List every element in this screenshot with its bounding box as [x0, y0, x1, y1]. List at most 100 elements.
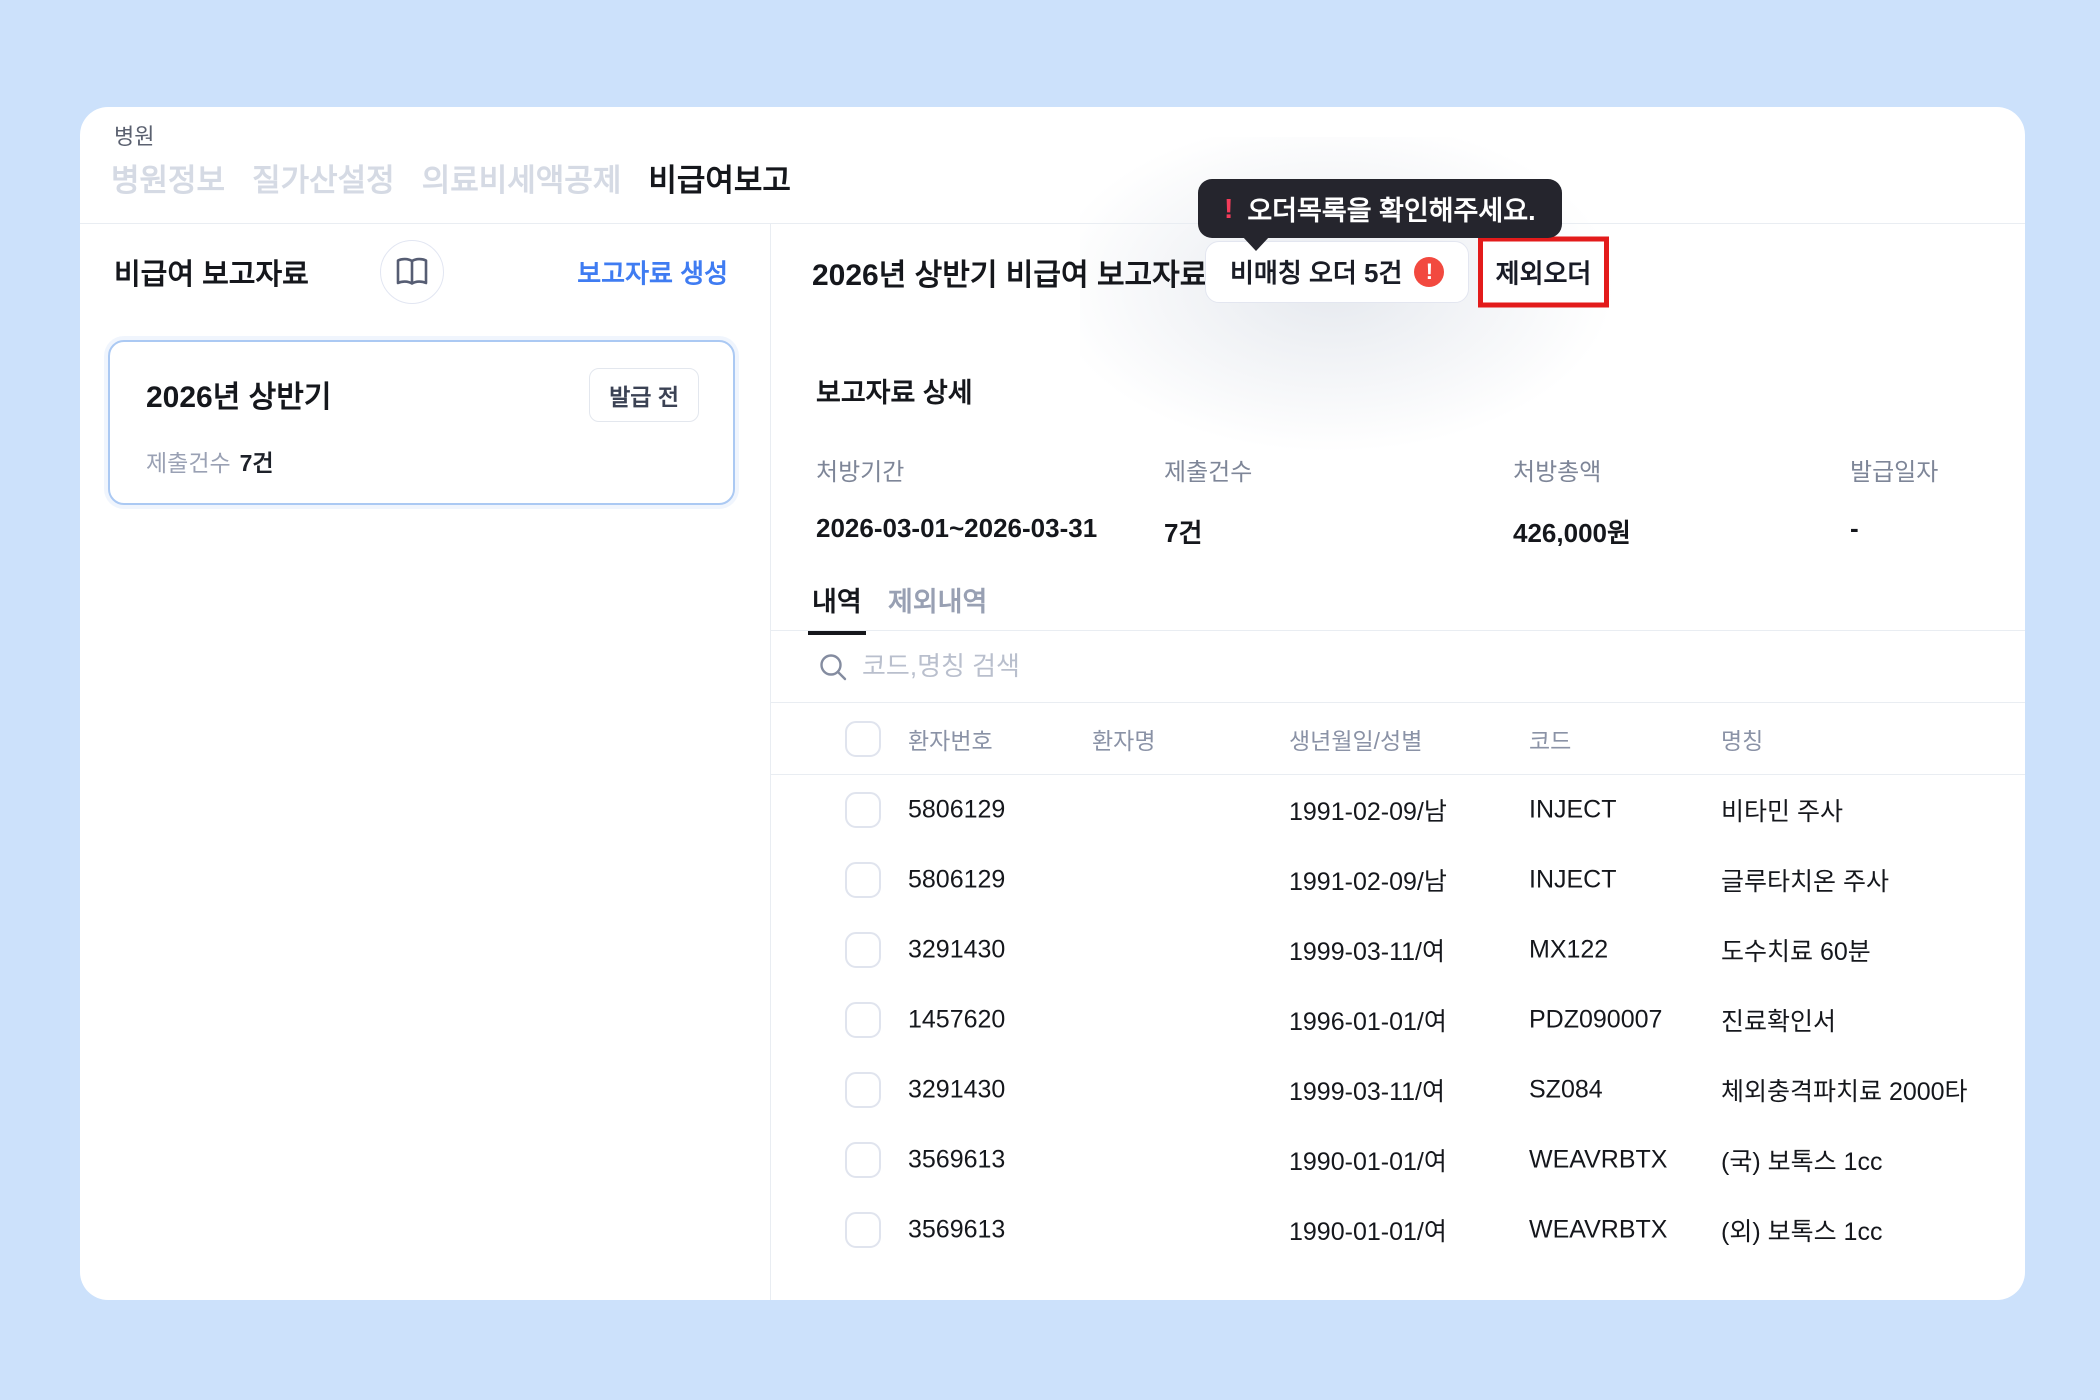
cell-code: MX122	[1529, 935, 1609, 964]
left-panel-title: 비급여 보고자료	[114, 258, 309, 291]
cell-patient-no: 3569613	[908, 1145, 1006, 1174]
unmatched-orders-button[interactable]: 비매칭 오더 5건 !	[1205, 240, 1470, 303]
report-period-title: 2026년 상반기	[146, 381, 332, 414]
detail-field: 처방기간 2026-03-01~2026-03-31	[816, 452, 1097, 544]
panel-divider	[770, 223, 771, 1300]
submit-count-value: 7건	[239, 450, 274, 476]
cell-item-name: 진료확인서	[1721, 1008, 1837, 1036]
column-header: 생년월일/성별	[1289, 727, 1423, 754]
alert-exclamation-icon: !	[1414, 256, 1445, 287]
select-all-checkbox[interactable]	[845, 720, 881, 757]
table-row: 3569613 1990-01-01/여 WEAVRBTX (외) 보톡스 1cc	[771, 1195, 2025, 1265]
row-checkbox[interactable]	[845, 1142, 881, 1178]
cell-birth-sex: 1991-02-09/남	[1289, 868, 1447, 896]
table-row: 3569613 1990-01-01/여 WEAVRBTX (국) 보톡스 1cc	[771, 1125, 2025, 1195]
report-detail-section: 보고자료 상세 처방기간 2026-03-01~2026-03-31 제출건수 7건 처…	[771, 320, 2025, 574]
table-row: 1457620 1996-01-01/여 PDZ090007 진료확인서	[771, 985, 2025, 1055]
nav-tab-uninsured-report[interactable]: 비급여보고	[648, 163, 791, 198]
cell-code: WEAVRBTX	[1529, 1145, 1668, 1174]
tooltip-text: 오더목록을 확인해주세요.	[1247, 196, 1536, 226]
cell-patient-no: 3291430	[908, 1075, 1006, 1104]
tab-excluded[interactable]: 제외내역	[888, 587, 988, 617]
nav-tab-quality-settings[interactable]: 질가산설정	[252, 163, 395, 198]
report-period-card[interactable]: 2026년 상반기 발급 전 제출건수 7건	[108, 340, 735, 505]
table-row: 5806129 1991-02-09/남 INJECT 비타민 주사	[771, 775, 2025, 845]
main-card: 병원 병원정보 질가산설정 의료비세액공제 비급여보고 비급여 보고자료 보고자료 생…	[80, 107, 2025, 1300]
detail-field-value: 2026-03-01~2026-03-31	[816, 513, 1098, 543]
row-checkbox[interactable]	[845, 792, 881, 828]
table-row: 5806129 1991-02-09/남 INJECT 글루타치온 주사	[771, 845, 2025, 915]
create-report-link[interactable]: 보고자료 생성	[577, 258, 728, 288]
row-checkbox[interactable]	[845, 1072, 881, 1108]
table-row: 3291430 1999-03-11/여 SZ084 체외충격파치료 2000타	[771, 1055, 2025, 1125]
nav-tab-hospital-info[interactable]: 병원정보	[111, 163, 226, 198]
search-icon	[820, 654, 847, 681]
cell-code: PDZ090007	[1529, 1005, 1663, 1034]
cell-birth-sex: 1996-01-01/여	[1289, 1008, 1447, 1036]
cell-item-name: (국) 보톡스 1cc	[1721, 1148, 1883, 1176]
detail-field: 발급일자 -	[1850, 452, 1938, 544]
cell-patient-no: 5806129	[908, 795, 1006, 824]
detail-field-value: 7건	[1164, 518, 1203, 548]
cell-code: INJECT	[1529, 865, 1617, 894]
cell-birth-sex: 1990-01-01/여	[1289, 1218, 1447, 1246]
table-body: 5806129 1991-02-09/남 INJECT 비타민 주사 5806129 19…	[771, 775, 2025, 1265]
submit-count: 제출건수 7건	[146, 444, 274, 478]
detail-field-label: 처방기간	[816, 459, 905, 486]
cell-birth-sex: 1999-03-11/여	[1289, 1078, 1445, 1106]
cell-patient-no: 1457620	[908, 1005, 1006, 1034]
row-checkbox[interactable]	[845, 862, 881, 898]
cell-code: WEAVRBTX	[1529, 1215, 1668, 1244]
detail-field-value: 426,000원	[1513, 518, 1631, 548]
right-panel-header: 2026년 상반기 비급여 보고자료 비매칭 오더 5건 ! 제외오더	[771, 223, 2025, 320]
search-row	[771, 631, 2025, 703]
column-header: 코드	[1529, 727, 1572, 754]
detail-field-value: -	[1850, 513, 1859, 543]
app-label: 병원	[114, 124, 155, 149]
detail-field-label: 처방총액	[1513, 459, 1602, 486]
detail-field: 제출건수 7건	[1164, 452, 1252, 550]
cell-item-name: (외) 보톡스 1cc	[1721, 1218, 1883, 1246]
cell-patient-no: 5806129	[908, 865, 1006, 894]
detail-field-label: 발급일자	[1850, 459, 1939, 486]
cell-patient-no: 3291430	[908, 935, 1006, 964]
column-header: 환자명	[1092, 727, 1156, 754]
status-badge: 발급 전	[589, 368, 699, 422]
header-divider	[80, 223, 2025, 224]
order-check-tooltip: ! 오더목록을 확인해주세요.	[1198, 179, 1562, 251]
detail-field: 처방총액 426,000원	[1513, 452, 1631, 550]
book-icon	[396, 257, 428, 285]
row-checkbox[interactable]	[845, 932, 881, 968]
guide-button[interactable]	[380, 239, 444, 304]
cell-code: INJECT	[1529, 795, 1617, 824]
detail-heading: 보고자료 상세	[816, 378, 973, 408]
column-header: 명칭	[1721, 727, 1764, 754]
cell-item-name: 도수치료 60분	[1721, 938, 1871, 966]
cell-patient-no: 3569613	[908, 1215, 1006, 1244]
cell-birth-sex: 1991-02-09/남	[1289, 798, 1447, 826]
cell-item-name: 체외충격파치료 2000타	[1721, 1078, 1968, 1106]
unmatched-orders-label: 비매칭 오더 5건	[1230, 258, 1403, 288]
inner-tabs: 내역 제외내역	[771, 574, 2025, 635]
cell-code: SZ084	[1529, 1075, 1603, 1104]
excluded-orders-button[interactable]: 제외오더	[1478, 236, 1609, 307]
tab-details[interactable]: 내역	[808, 580, 866, 635]
nav-tabs: 병원정보 질가산설정 의료비세액공제 비급여보고	[111, 155, 791, 200]
row-checkbox[interactable]	[845, 1002, 881, 1038]
detail-field-label: 제출건수	[1164, 459, 1253, 486]
column-header: 환자번호	[908, 727, 993, 754]
cell-item-name: 글루타치온 주사	[1721, 868, 1889, 896]
table-row: 3291430 1999-03-11/여 MX122 도수치료 60분	[771, 915, 2025, 985]
cell-birth-sex: 1999-03-11/여	[1289, 938, 1445, 966]
search-input[interactable]	[862, 631, 1762, 702]
row-checkbox[interactable]	[845, 1212, 881, 1248]
table-header-row: 환자번호 환자명 생년월일/성별 코드 명칭	[771, 703, 2025, 775]
tooltip-exclamation-icon: !	[1224, 192, 1234, 224]
cell-item-name: 비타민 주사	[1721, 798, 1843, 826]
left-panel-header: 비급여 보고자료 보고자료 생성	[80, 223, 770, 320]
cell-birth-sex: 1990-01-01/여	[1289, 1148, 1447, 1176]
submit-count-label: 제출건수	[146, 450, 231, 476]
nav-tab-tax-deduction[interactable]: 의료비세액공제	[421, 163, 622, 198]
report-title: 2026년 상반기 비급여 보고자료	[812, 258, 1208, 292]
